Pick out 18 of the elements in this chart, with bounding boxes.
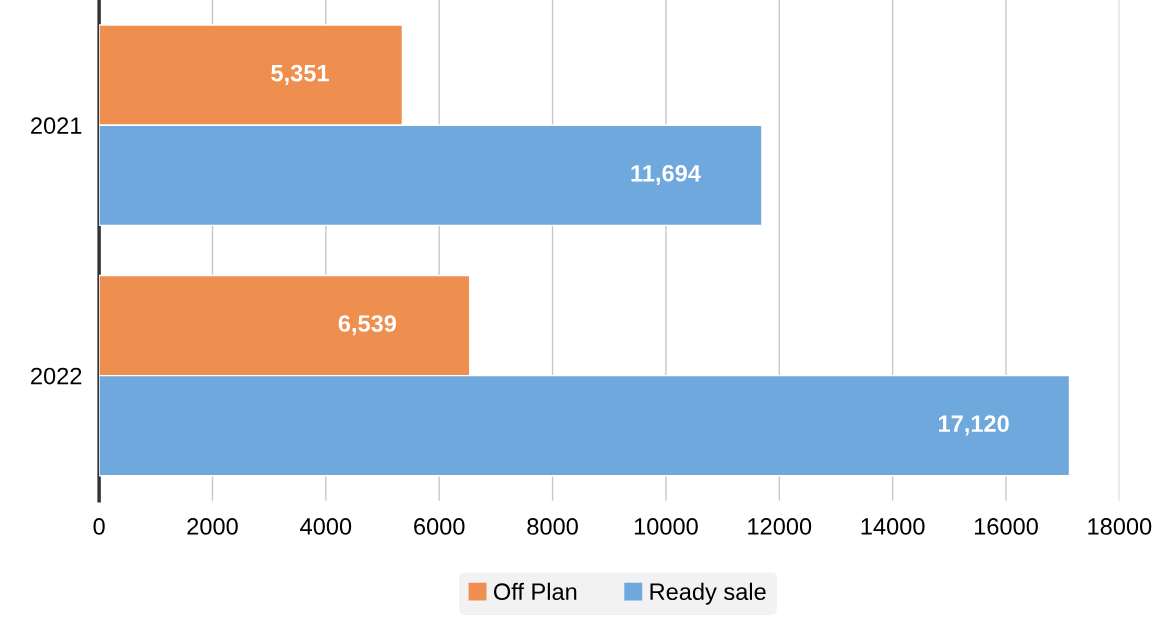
legend-label: Off Plan (493, 582, 577, 601)
x-tick-label: 16000 (974, 518, 1038, 535)
x-tick-label: 2000 (187, 518, 238, 535)
x-tick-label: 12000 (748, 518, 812, 535)
x-tick-label: 14000 (861, 518, 925, 535)
x-tick-label: 0 (93, 518, 105, 535)
x-tick-label: 18000 (1088, 518, 1152, 535)
data-label: 17,120 (939, 415, 1009, 436)
data-label: 5,351 (271, 64, 329, 85)
data-label: 11,694 (631, 164, 701, 186)
y-tick-label: 2022 (31, 367, 82, 385)
x-tick-label: 10000 (634, 518, 698, 535)
data-label: 6,539 (338, 315, 397, 336)
y-tick-label: 2021 (31, 117, 82, 134)
x-tick-label: 4000 (300, 518, 352, 535)
legend-label: Ready sale (650, 582, 766, 605)
x-tick-label: 6000 (414, 518, 465, 535)
x-tick-label: 8000 (527, 518, 578, 535)
